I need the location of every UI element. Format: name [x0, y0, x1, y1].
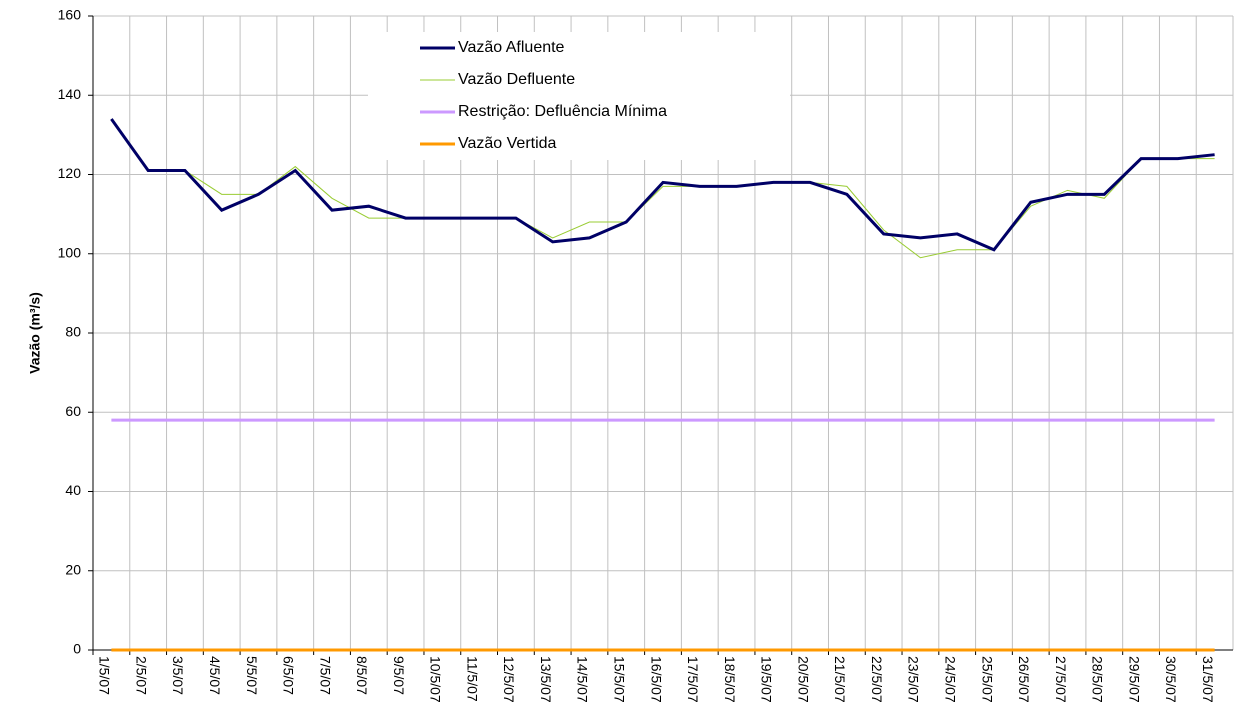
x-tick-label: 5/5/07: [244, 656, 260, 695]
legend-label: Vazão Afluente: [458, 39, 565, 56]
y-tick-label: 40: [65, 482, 81, 498]
x-tick-label: 17/5/07: [685, 656, 701, 703]
x-tick-label: 4/5/07: [207, 656, 223, 695]
x-tick-label: 23/5/07: [906, 656, 922, 703]
y-tick-label: 20: [65, 561, 81, 577]
x-tick-label: 3/5/07: [170, 656, 186, 695]
x-tick-label: 10/5/07: [428, 656, 444, 703]
legend-label: Vazão Vertida: [458, 135, 557, 152]
series-line: [110, 118, 1215, 252]
x-tick-label: 16/5/07: [648, 656, 664, 703]
x-tick-label: 15/5/07: [612, 656, 628, 703]
x-tick-label: 11/5/07: [464, 656, 480, 702]
x-tick-label: 31/5/07: [1200, 656, 1216, 703]
x-tick-label: 22/5/07: [869, 656, 885, 703]
legend-label: Vazão Defluente: [458, 71, 575, 88]
y-axis-title: Vazão (m³/s): [27, 292, 43, 374]
x-tick-label: 1/5/07: [97, 656, 113, 695]
x-tick-label: 26/5/07: [1016, 656, 1032, 703]
x-tick-label: 9/5/07: [391, 656, 407, 695]
x-tick-label: 14/5/07: [575, 656, 591, 703]
x-tick-label: 18/5/07: [722, 656, 738, 703]
y-tick-label: 160: [58, 7, 82, 23]
x-tick-label: 13/5/07: [538, 656, 554, 703]
x-tick-label: 21/5/07: [832, 656, 848, 703]
y-tick-label: 80: [65, 324, 81, 340]
y-tick-label: 100: [58, 244, 82, 260]
x-tick-label: 6/5/07: [281, 656, 297, 695]
y-tick-label: 60: [65, 403, 81, 419]
x-tick-label: 19/5/07: [759, 656, 775, 703]
y-tick-label: 120: [58, 165, 82, 181]
x-tick-label: 29/5/07: [1126, 656, 1142, 703]
x-tick-label: 20/5/07: [795, 656, 811, 703]
x-tick-label: 30/5/07: [1163, 656, 1179, 703]
y-tick-label: 140: [58, 86, 82, 102]
x-tick-label: 7/5/07: [317, 656, 333, 695]
x-tick-label: 8/5/07: [354, 656, 370, 695]
x-tick-label: 25/5/07: [979, 656, 995, 703]
x-tick-label: 2/5/07: [133, 656, 149, 695]
x-tick-label: 12/5/07: [501, 656, 517, 703]
legend-box: [368, 32, 790, 160]
series-line: [110, 118, 1215, 259]
x-tick-label: 28/5/07: [1090, 656, 1106, 703]
legend-label: Restrição: Defluência Mínima: [458, 103, 667, 120]
x-tick-label: 24/5/07: [942, 656, 958, 703]
y-tick-label: 0: [73, 641, 81, 657]
x-tick-label: 27/5/07: [1053, 656, 1069, 703]
